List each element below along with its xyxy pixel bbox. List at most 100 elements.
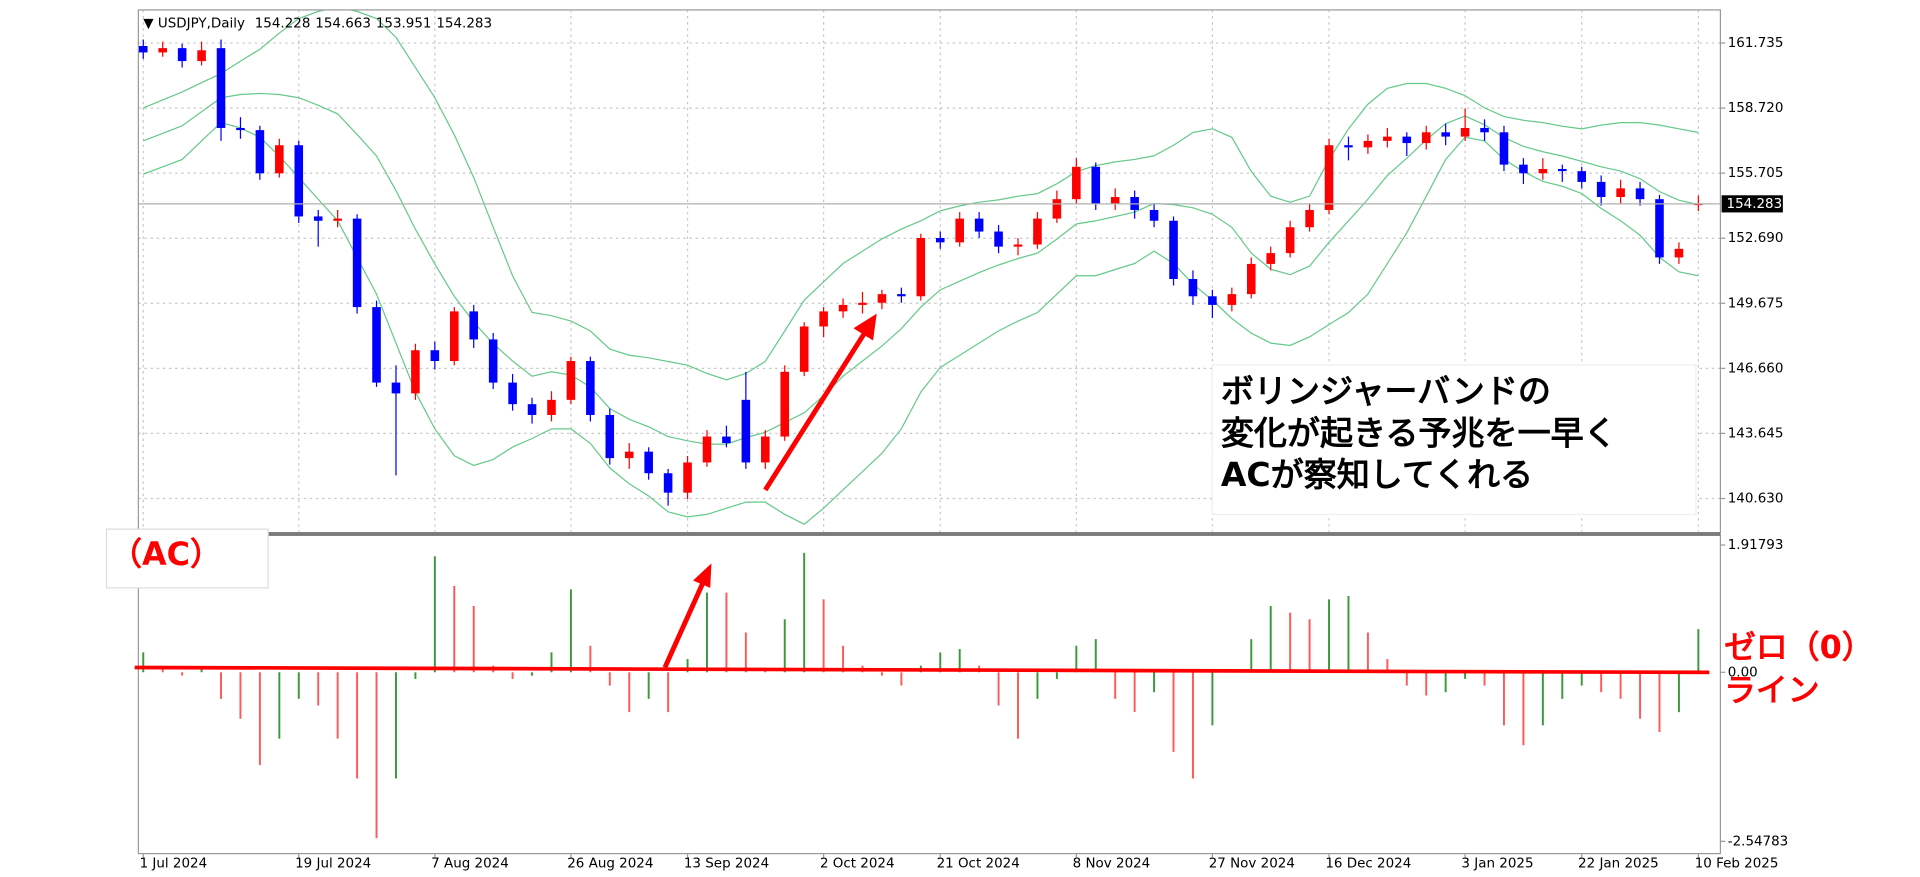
candle-body [1169,220,1178,280]
note-line: 変化が起きる予兆を一早く [1221,413,1617,452]
arrow-shaft [662,581,706,669]
zero-line-label: ライン [1724,671,1820,709]
x-tick-label: 8 Nov 2024 [1073,856,1151,871]
candle-body [780,371,790,437]
y-tick-label: -2.54783 [1728,834,1789,849]
candle-body [877,294,887,303]
candle-body [838,304,848,312]
candle-body [935,238,945,243]
candle-body [1635,188,1645,200]
candle-body [605,414,615,459]
candle-body [1305,209,1314,228]
x-tick-label: 13 Sep 2024 [684,856,769,871]
candle-body [1033,218,1042,245]
candle-body [1402,136,1412,144]
candle-body [722,436,731,444]
candle-body [1538,168,1548,174]
x-tick-label: 2 Oct 2024 [820,856,895,871]
symbol: USDJPY,Daily [158,16,245,31]
x-tick-label: 19 Jul 2024 [295,856,371,871]
candle-body [1188,279,1198,297]
y-tick-label: 149.675 [1728,296,1784,311]
candle-body [488,339,498,383]
candle-body [527,404,537,415]
header-open: 154.228 [255,16,311,31]
candle-body [197,50,206,62]
y-tick-label: 161.735 [1728,36,1784,51]
candle-body [1596,181,1606,198]
candle-body [644,451,653,474]
candle-body [1072,166,1081,200]
candle-body [1266,253,1275,264]
candle-body [1383,136,1392,141]
x-tick-label: 22 Jan 2025 [1578,856,1659,871]
ac-label-box [105,528,269,589]
candle-body [1091,166,1101,204]
x-tick-label: 1 Jul 2024 [140,856,208,871]
header-close: 154.283 [436,16,492,31]
candle-body [799,326,809,372]
candle-body [255,130,265,174]
candle-body [741,399,751,463]
y-tick-label: 140.630 [1728,491,1784,506]
candle-body [275,145,284,174]
candle-body [1577,171,1587,182]
x-tick-label: 26 Aug 2024 [567,856,653,871]
candle-body [1110,197,1120,204]
candle-body [1246,263,1256,295]
x-tick-label: 27 Nov 2024 [1209,856,1295,871]
candle-body [391,382,401,394]
candle-body [1227,294,1237,305]
last-price-badge [1721,195,1783,213]
arrow-head [693,563,712,588]
header-arrow: ▼ [143,16,158,31]
candle-body [138,45,148,53]
candle-body [1208,296,1217,305]
candle-body [1499,132,1509,165]
note-line: ボリンジャーバンドの [1221,372,1551,411]
ac-pane [142,552,1700,839]
candle-body [177,48,187,62]
candle-body [1285,227,1295,254]
arrow-head [853,313,877,341]
candle-body [333,218,342,221]
zero-line-label: ゼロ（0） [1724,628,1873,666]
candle-body [1149,209,1159,221]
x-tick-label: 10 Feb 2025 [1695,856,1779,871]
candle-body [352,218,362,308]
candle-body [1460,127,1470,137]
candle-body [1480,127,1489,133]
plot-area: 161.735 158.720 155.705 152.690 149.675 146.6… [138,9,1789,871]
last-price-label: 154.283 [1727,197,1783,212]
candle-body [761,436,770,463]
ac-label: （AC） [110,535,222,573]
candle-body [411,350,420,394]
y-tick-label: 1.91793 [1728,538,1784,553]
candle-body [1013,244,1023,247]
candle-body [683,462,692,493]
candle-body [313,216,323,221]
candle-body [547,399,556,415]
candle-body [586,361,595,415]
candle-body [1655,199,1664,258]
candle-body [372,307,381,383]
candle-body [1421,132,1431,144]
main-pane [138,9,1721,533]
x-tick-label: 16 Dec 2024 [1325,856,1411,871]
candle-body [897,294,906,297]
candle-body [158,48,167,53]
arrow-shaft [763,331,867,492]
x-tick-label: 21 Oct 2024 [937,856,1020,871]
note-line: ACが察知してくれる [1221,455,1533,494]
chart-header: ▼ USDJPY,Daily 154.228 154.663 153.951 154.2… [143,16,492,31]
zero-line-highlight [134,665,1710,675]
y-tick-label: 158.720 [1728,101,1784,116]
candle-body [1616,188,1625,198]
candle-body [974,218,984,232]
candle-body [1324,145,1334,210]
bollinger-upper [143,9,1699,381]
candle-body [216,48,226,128]
candle-body [1363,140,1373,148]
